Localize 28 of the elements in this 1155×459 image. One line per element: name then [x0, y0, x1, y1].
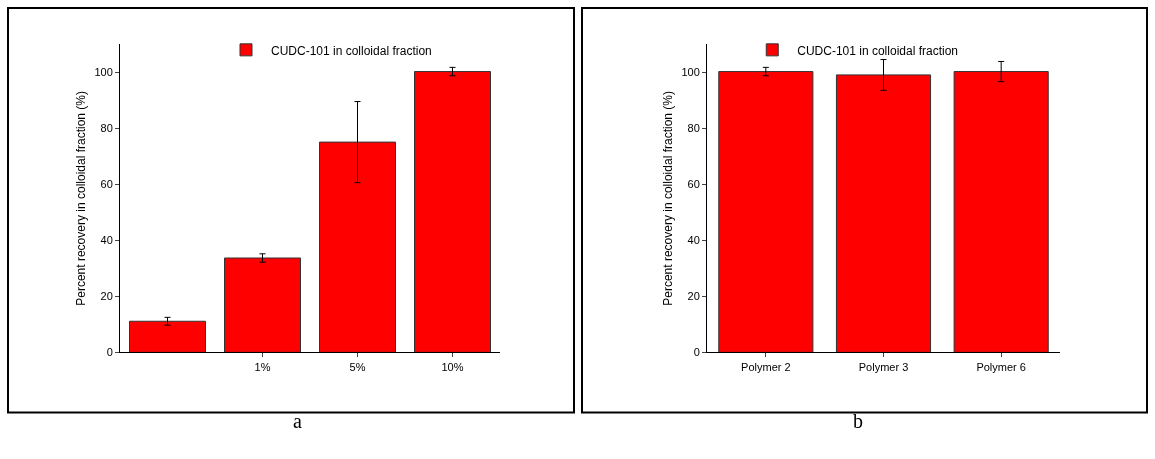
- y-axis-title: Percent recovery in colloidal fraction (%): [73, 90, 88, 306]
- x-tick-label: Polymer 2: [741, 360, 791, 373]
- y-tick-label: 80: [687, 122, 700, 135]
- y-tick-label: 0: [693, 346, 700, 359]
- y-tick-label: 100: [94, 66, 113, 79]
- legend-label: CUDC-101 in colloidal fraction: [271, 43, 432, 58]
- legend-label: CUDC-101 in colloidal fraction: [797, 43, 958, 58]
- x-tick-label: 5%: [349, 360, 366, 373]
- x-tick-label: 10%: [441, 360, 464, 373]
- y-tick-label: 60: [687, 178, 700, 191]
- y-axis-title: Percent recovery in colloidal fraction (%): [660, 90, 675, 306]
- bar: [224, 257, 301, 353]
- y-tick-label: 100: [681, 66, 700, 79]
- x-tick-label: 1%: [254, 360, 271, 373]
- bar: [129, 320, 206, 353]
- y-tick-label: 20: [100, 290, 113, 303]
- x-tick-label: Polymer 6: [976, 360, 1026, 373]
- bar: [414, 71, 491, 353]
- y-tick-label: 40: [687, 234, 700, 247]
- text: b: [853, 410, 863, 432]
- x-tick-label: Polymer 3: [858, 360, 909, 373]
- y-tick-label: 0: [106, 346, 113, 359]
- text: a: [293, 410, 302, 432]
- bar: [319, 141, 396, 353]
- y-tick-label: 20: [687, 290, 700, 303]
- y-tick-label: 60: [100, 178, 113, 191]
- y-tick-label: 80: [100, 122, 113, 135]
- y-tick-label: 40: [100, 234, 113, 247]
